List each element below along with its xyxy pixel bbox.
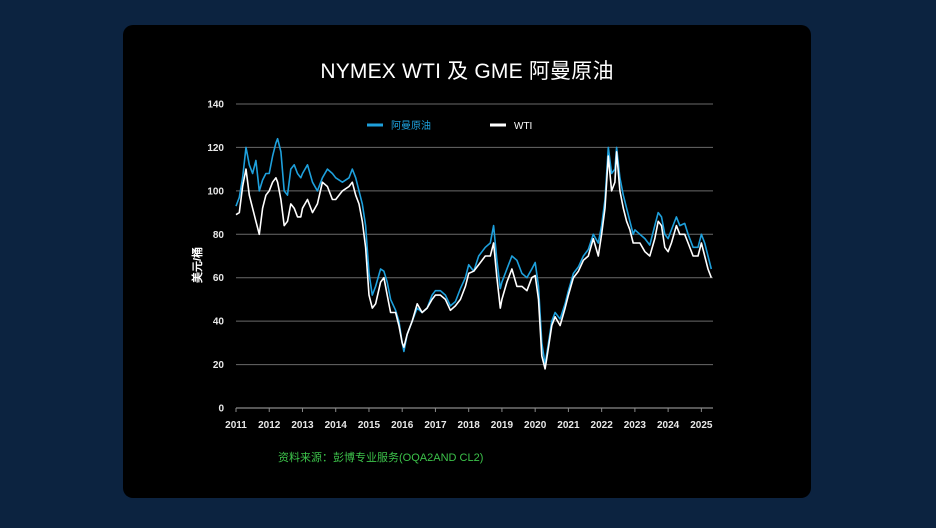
source-note: 资料来源：彭博专业服务(OQA2AND CL2)	[278, 452, 484, 464]
y-tick-label: 120	[207, 143, 224, 154]
x-tick-label: 2020	[524, 420, 547, 431]
series-line	[235, 137, 713, 366]
x-tick-label: 2014	[325, 420, 348, 431]
x-tick-label: 2017	[424, 420, 447, 431]
y-tick-label: 0	[218, 404, 224, 415]
x-tick-label: 2012	[258, 420, 281, 431]
legend-label: 阿曼原油	[391, 119, 431, 132]
y-tick-label: 40	[213, 317, 225, 328]
chart-panel: NYMEX WTI 及 GME 阿曼原油 0 20 40 60 80 100 120 140 …	[123, 25, 811, 498]
chart-title: NYMEX WTI 及 GME 阿曼原油	[320, 60, 614, 83]
y-tick-label: 80	[213, 230, 225, 241]
y-axis-label: 美元/桶	[190, 247, 204, 283]
x-tick-label: 2018	[458, 420, 481, 431]
y-tick-label: 20	[213, 360, 225, 371]
series-line	[235, 151, 713, 370]
x-tick-label: 2024	[657, 420, 680, 431]
x-tick-label: 2011	[225, 420, 247, 431]
x-tick-label: 2015	[358, 420, 381, 431]
x-tick-label: 2022	[591, 420, 614, 431]
y-tick-label: 100	[207, 186, 224, 197]
y-tick-label: 60	[213, 273, 225, 284]
x-tick-label: 2025	[690, 420, 713, 431]
x-tick-label: 2013	[291, 420, 314, 431]
x-tick-label: 2021	[557, 420, 580, 431]
x-tick-label: 2019	[491, 420, 514, 431]
legend-label: WTI	[514, 121, 532, 132]
line-chart: 0 20 40 60 80 100 120 140 2011 2012 2013 2014 2015 2…	[190, 100, 713, 431]
x-tick-label: 2016	[391, 420, 414, 431]
x-tick-label: 2023	[624, 420, 647, 431]
y-tick-label: 140	[207, 100, 224, 111]
